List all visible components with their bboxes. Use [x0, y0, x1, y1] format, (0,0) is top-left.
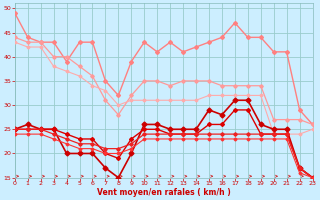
- X-axis label: Vent moyen/en rafales ( km/h ): Vent moyen/en rafales ( km/h ): [97, 188, 230, 197]
